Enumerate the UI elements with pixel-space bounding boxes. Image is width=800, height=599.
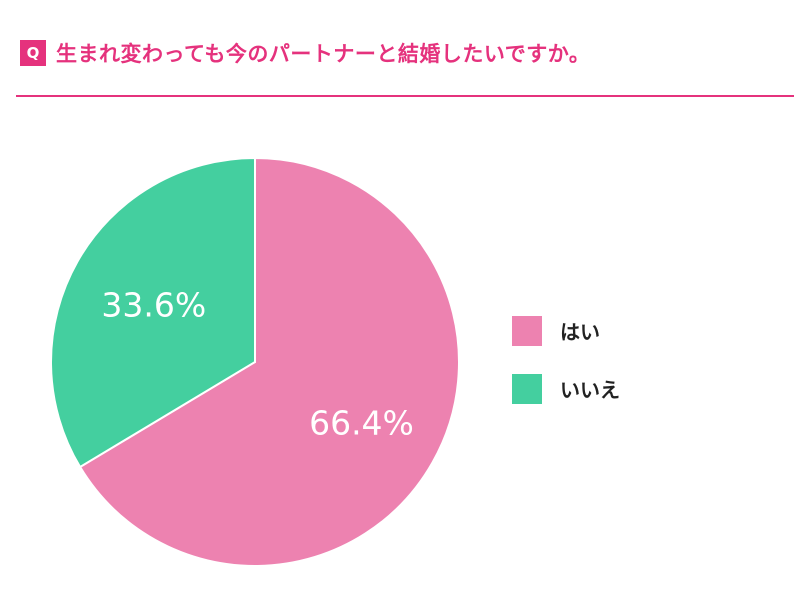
- question-header: Q 生まれ変わっても今のパートナーと結婚したいですか。: [20, 38, 590, 68]
- legend-swatch-1: [512, 316, 542, 346]
- pie-slice-1: [78, 156, 460, 567]
- question-title: 生まれ変わっても今のパートナーと結婚したいですか。: [56, 42, 591, 66]
- header-divider: [16, 95, 794, 97]
- pie-slices: [50, 156, 460, 567]
- pie-slice-2: [50, 156, 256, 469]
- pie-labels: 66.4% 33.6%: [101, 286, 414, 443]
- legend-label-2: いいえ: [560, 378, 620, 402]
- slice-value-label-2: 33.6%: [101, 286, 206, 325]
- legend-swatch-2: [512, 374, 542, 404]
- slice-value-label-1: 66.4%: [309, 403, 414, 442]
- q-badge: Q: [20, 40, 46, 66]
- legend-label-1: はい: [560, 320, 600, 344]
